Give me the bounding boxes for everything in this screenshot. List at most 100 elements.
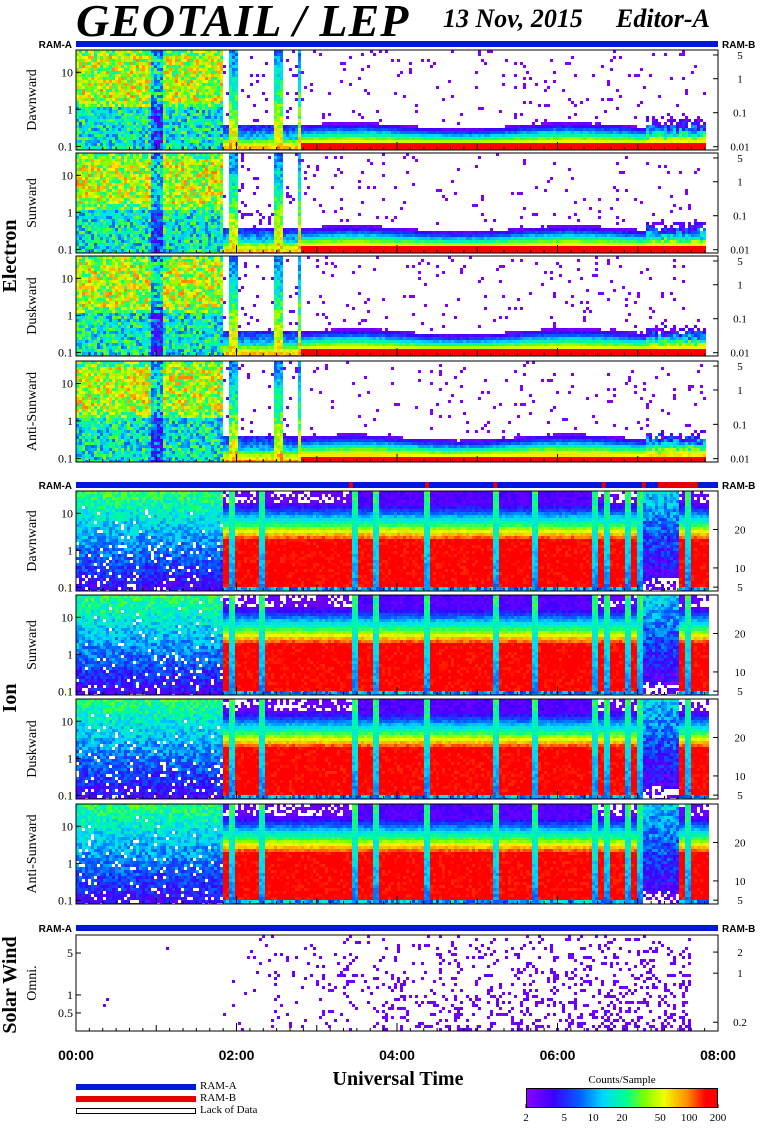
spectrogram-cell	[349, 83, 352, 86]
spectrogram-cell	[280, 65, 283, 68]
spectrogram-cell	[226, 140, 229, 143]
spectrogram-cell	[97, 128, 100, 131]
spectrogram-cell	[226, 134, 229, 137]
spectrogram-cell	[112, 104, 115, 107]
spectrogram-cell	[178, 140, 181, 143]
spectrogram-cell	[304, 86, 307, 89]
spectrogram-cell	[175, 116, 178, 119]
spectrogram-cell	[181, 140, 184, 143]
spectrogram-cell	[202, 83, 205, 86]
spectrogram-cell	[196, 143, 199, 146]
spectrogram-cell	[172, 107, 175, 110]
spectrogram-cell	[121, 110, 124, 113]
spectrogram-cell	[100, 89, 103, 92]
spectrogram-cell	[442, 143, 445, 146]
spectrogram-cell	[97, 122, 100, 125]
spectrogram-cell	[448, 140, 451, 143]
spectrogram-cell	[193, 80, 196, 83]
spectrogram-cell	[397, 128, 400, 131]
spectrogram-cell	[118, 131, 121, 134]
spectrogram-cell	[85, 125, 88, 128]
spectrogram-cell	[283, 140, 286, 143]
spectrogram-cell	[190, 107, 193, 110]
spectrogram-cell	[295, 125, 298, 128]
spectrogram-cell	[187, 143, 190, 146]
spectrogram-cell	[172, 68, 175, 71]
spectrogram-cell	[94, 104, 97, 107]
spectrogram-cell	[184, 119, 187, 122]
spectrogram-cell	[196, 53, 199, 56]
spectrogram-cell	[145, 98, 148, 101]
spectrogram-cell	[94, 128, 97, 131]
spectrogram-cell	[85, 122, 88, 125]
spectrogram-cell	[121, 113, 124, 116]
spectrogram-cell	[430, 128, 433, 131]
spectrogram-cell	[454, 134, 457, 137]
spectrogram-cell	[109, 143, 112, 146]
spectrogram-cell	[268, 146, 271, 149]
spectrogram-cell	[439, 146, 442, 149]
spectrogram-cell	[433, 131, 436, 134]
spectrogram-cell	[106, 95, 109, 98]
spectrogram-cell	[298, 107, 301, 110]
spectrogram-cell	[193, 101, 196, 104]
spectrogram-cell	[109, 101, 112, 104]
spectrogram-cell	[181, 95, 184, 98]
spectrogram-cell	[163, 122, 166, 125]
spectrogram-cell	[115, 128, 118, 131]
spectrogram-cell	[367, 131, 370, 134]
spectrogram-cell	[193, 134, 196, 137]
spectrogram-cell	[229, 95, 232, 98]
spectrogram-cell	[400, 71, 403, 74]
spectrogram-cell	[139, 104, 142, 107]
spectrogram-cell	[304, 125, 307, 128]
spectrogram-cell	[103, 59, 106, 62]
spectrogram-cell	[229, 140, 232, 143]
spectrogram-cell	[106, 83, 109, 86]
spectrogram-cell	[271, 137, 274, 140]
spectrogram-cell	[139, 80, 142, 83]
spectrogram-cell	[376, 131, 379, 134]
spectrogram-cell	[118, 74, 121, 77]
spectrogram-cell	[454, 146, 457, 149]
spectrogram-cell	[109, 59, 112, 62]
spectrogram-cell	[121, 125, 124, 128]
spectrogram-cell	[187, 146, 190, 149]
spectrogram-cell	[457, 122, 460, 125]
spectrogram-cell	[91, 110, 94, 113]
spectrogram-cell	[310, 83, 313, 86]
spectrogram-cell	[280, 101, 283, 104]
spectrogram-cell	[355, 143, 358, 146]
spectrogram-cell	[220, 101, 223, 104]
spectrogram-cell	[271, 140, 274, 143]
spectrogram-cell	[112, 131, 115, 134]
spectrogram-cell	[298, 86, 301, 89]
spectrogram-cell	[130, 116, 133, 119]
spectrogram-cell	[142, 68, 145, 71]
spectrogram-cell	[94, 86, 97, 89]
spectrogram-cell	[397, 74, 400, 77]
spectrogram-cell	[103, 80, 106, 83]
spectrogram-cell	[229, 59, 232, 62]
spectrogram-cell	[208, 95, 211, 98]
spectrogram-cell	[274, 143, 277, 146]
spectrogram-cell	[265, 98, 268, 101]
spectrogram-cell	[205, 119, 208, 122]
spectrogram-cell	[298, 113, 301, 116]
spectrogram-cell	[175, 134, 178, 137]
spectrogram-cell	[106, 110, 109, 113]
spectrogram-cell	[100, 131, 103, 134]
spectrogram-cell	[88, 122, 91, 125]
spectrogram-cell	[166, 119, 169, 122]
spectrogram-cell	[85, 56, 88, 59]
spectrogram-cell	[85, 134, 88, 137]
spectrogram-cell	[280, 140, 283, 143]
spectrogram-cell	[169, 83, 172, 86]
spectrogram-cell	[160, 62, 163, 65]
spectrogram-cell	[280, 68, 283, 71]
spectrogram-cell	[199, 74, 202, 77]
spectrogram-cell	[277, 110, 280, 113]
spectrogram-cell	[157, 140, 160, 143]
spectrogram-cell	[286, 143, 289, 146]
spectrogram-cell	[274, 128, 277, 131]
